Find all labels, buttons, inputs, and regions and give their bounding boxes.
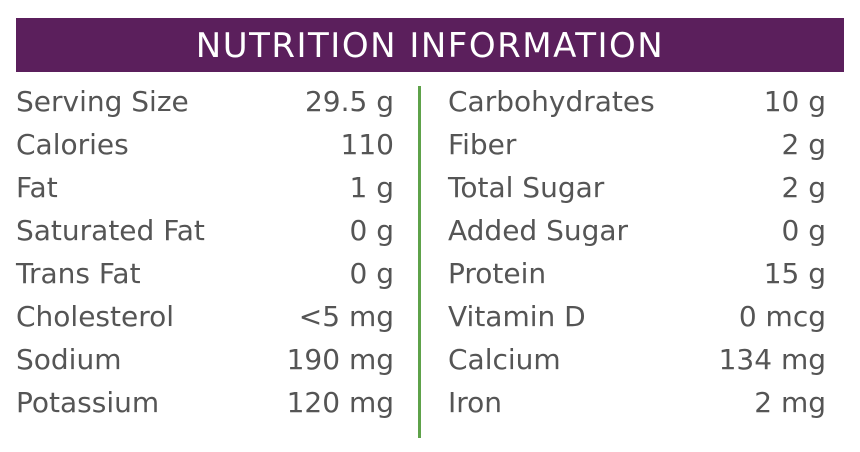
- nutrient-name: Sodium: [16, 343, 122, 376]
- nutrient-name: Trans Fat: [16, 257, 141, 290]
- nutrient-name: Saturated Fat: [16, 214, 205, 247]
- nutrient-name: Fat: [16, 171, 58, 204]
- nutrient-row: Vitamin D 0 mcg: [448, 295, 826, 338]
- nutrient-amount: 29.5 g: [304, 85, 394, 118]
- nutrient-name: Calories: [16, 128, 129, 161]
- nutrient-row: Serving Size 29.5 g: [16, 80, 394, 123]
- nutrient-name: Added Sugar: [448, 214, 629, 247]
- nutrient-amount: 0 g: [349, 214, 395, 247]
- nutrient-amount: 134 mg: [718, 343, 826, 376]
- right-column: Carbohydrates 10 g Fiber 2 g Total Sugar 2 g A…: [448, 80, 826, 424]
- divider: [418, 86, 421, 438]
- nutrient-amount: 10 g: [763, 85, 826, 118]
- nutrient-amount: 2 g: [781, 171, 827, 204]
- nutrient-name: Carbohydrates: [448, 85, 655, 118]
- nutrient-amount: 2 g: [781, 128, 827, 161]
- nutrient-row: Sodium 190 mg: [16, 338, 394, 381]
- nutrient-row: Fat 1 g: [16, 166, 394, 209]
- nutrient-name: Calcium: [448, 343, 561, 376]
- nutrient-amount: 0 g: [349, 257, 395, 290]
- nutrient-row: Protein 15 g: [448, 252, 826, 295]
- nutrient-row: Saturated Fat 0 g: [16, 209, 394, 252]
- nutrient-row: Calcium 134 mg: [448, 338, 826, 381]
- nutrient-name: Vitamin D: [448, 300, 586, 333]
- nutrient-row: Cholesterol <5 mg: [16, 295, 394, 338]
- nutrient-name: Cholesterol: [16, 300, 175, 333]
- nutrient-name: Protein: [448, 257, 547, 290]
- nutrient-row: Potassium 120 mg: [16, 381, 394, 424]
- nutrient-amount: 1 g: [349, 171, 395, 204]
- nutrient-row: Total Sugar 2 g: [448, 166, 826, 209]
- nutrient-amount: 15 g: [763, 257, 826, 290]
- nutrient-row: Fiber 2 g: [448, 123, 826, 166]
- nutrient-row: Added Sugar 0 g: [448, 209, 826, 252]
- nutrient-name: Total Sugar: [448, 171, 605, 204]
- nutrient-amount: 190 mg: [286, 343, 394, 376]
- nutrient-amount: 0 g: [781, 214, 827, 247]
- nutrient-row: Calories 110: [16, 123, 394, 166]
- nutrient-row: Trans Fat 0 g: [16, 252, 394, 295]
- nutrient-row: Iron 2 mg: [448, 381, 826, 424]
- nutrient-name: Potassium: [16, 386, 160, 419]
- nutrient-amount: 120 mg: [286, 386, 394, 419]
- nutrient-name: Fiber: [448, 128, 517, 161]
- nutrient-amount: 2 mg: [754, 386, 826, 419]
- nutrient-amount: 110: [340, 128, 394, 161]
- nutrient-name: Iron: [448, 386, 503, 419]
- header-title: NUTRITION INFORMATION: [16, 18, 844, 72]
- left-column: Serving Size 29.5 g Calories 110 Fat 1 g Satur…: [16, 80, 394, 424]
- nutrient-name: Serving Size: [16, 85, 189, 118]
- nutrient-row: Carbohydrates 10 g: [448, 80, 826, 123]
- nutrient-amount: <5 mg: [298, 300, 394, 333]
- nutrient-amount: 0 mcg: [738, 300, 826, 333]
